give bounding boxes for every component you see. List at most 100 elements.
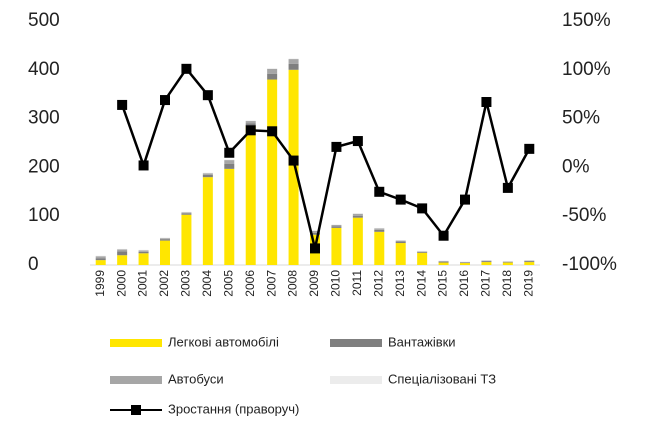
bar bbox=[267, 74, 277, 80]
bar bbox=[224, 160, 234, 164]
x-tick-label: 2006 bbox=[243, 270, 257, 297]
y2-tick-label: -50% bbox=[562, 205, 606, 226]
growth-marker bbox=[246, 125, 256, 135]
bar bbox=[267, 69, 277, 74]
x-tick-label: 2011 bbox=[350, 270, 364, 296]
bar bbox=[396, 243, 406, 265]
bar bbox=[417, 252, 427, 253]
y2-tick-label: 0% bbox=[562, 156, 590, 177]
y-tick-label: 200 bbox=[28, 156, 60, 177]
growth-marker bbox=[310, 243, 320, 253]
x-tick-label: 2014 bbox=[414, 270, 428, 297]
legend-marker bbox=[131, 405, 141, 415]
bar bbox=[353, 214, 363, 216]
bar bbox=[481, 261, 491, 262]
bar bbox=[374, 230, 384, 232]
growth-marker bbox=[417, 203, 427, 213]
x-tick-label: 2000 bbox=[114, 270, 128, 297]
y-tick-label: 0 bbox=[28, 254, 39, 275]
growth-marker bbox=[396, 195, 406, 205]
bar bbox=[139, 252, 149, 253]
growth-marker bbox=[439, 231, 449, 241]
growth-marker bbox=[353, 136, 363, 146]
growth-marker bbox=[267, 126, 277, 136]
growth-marker bbox=[524, 144, 534, 154]
growth-marker bbox=[503, 183, 513, 193]
bar bbox=[203, 177, 213, 265]
bar bbox=[396, 241, 406, 242]
x-tick-label: 2002 bbox=[157, 270, 171, 297]
bar bbox=[503, 263, 513, 265]
bar bbox=[203, 173, 213, 174]
bar bbox=[96, 258, 106, 260]
x-tick-label: 1999 bbox=[93, 270, 107, 297]
bar bbox=[203, 175, 213, 177]
y-tick-label: 500 bbox=[28, 10, 60, 31]
legend-swatch bbox=[330, 376, 382, 384]
bar bbox=[267, 80, 277, 265]
growth-marker bbox=[289, 156, 299, 166]
bar bbox=[181, 215, 191, 265]
y2-tick-label: 150% bbox=[562, 10, 611, 31]
growth-marker bbox=[374, 187, 384, 197]
x-tick-label: 2004 bbox=[200, 270, 214, 297]
bar bbox=[353, 216, 363, 218]
bar bbox=[331, 226, 341, 227]
bar bbox=[331, 225, 341, 226]
x-tick-label: 2010 bbox=[329, 270, 343, 297]
growth-marker bbox=[460, 195, 470, 205]
bar bbox=[481, 262, 491, 265]
x-tick-label: 2019 bbox=[521, 270, 535, 297]
bar bbox=[224, 169, 234, 265]
legend-swatch bbox=[110, 376, 162, 384]
bar bbox=[224, 164, 234, 169]
growth-marker bbox=[331, 142, 341, 152]
y2-tick-label: 50% bbox=[562, 108, 600, 129]
legend-swatch bbox=[330, 339, 382, 347]
bar bbox=[117, 249, 127, 251]
bar bbox=[289, 59, 299, 64]
x-tick-label: 2007 bbox=[264, 270, 278, 297]
bar bbox=[139, 253, 149, 265]
bar bbox=[374, 228, 384, 229]
growth-marker bbox=[139, 160, 149, 170]
bar bbox=[331, 228, 341, 265]
y2-tick-label: 100% bbox=[562, 59, 611, 80]
bar bbox=[117, 255, 127, 265]
x-tick-label: 2017 bbox=[479, 270, 493, 297]
legend-swatch bbox=[110, 339, 162, 347]
legend-label: Легкові автомобілі bbox=[168, 334, 279, 349]
y-tick-label: 300 bbox=[28, 108, 60, 129]
x-tick-label: 2015 bbox=[436, 270, 450, 297]
growth-marker bbox=[160, 95, 170, 105]
bar bbox=[246, 121, 256, 123]
x-tick-label: 2009 bbox=[307, 270, 321, 297]
bar bbox=[524, 261, 534, 262]
growth-marker bbox=[117, 100, 127, 110]
bar bbox=[139, 250, 149, 251]
x-tick-label: 2018 bbox=[500, 270, 514, 297]
x-tick-label: 2013 bbox=[393, 270, 407, 297]
bar bbox=[439, 263, 449, 265]
bar bbox=[439, 262, 449, 263]
bar bbox=[396, 242, 406, 243]
growth-marker bbox=[224, 148, 234, 158]
bar bbox=[181, 213, 191, 214]
bar bbox=[117, 251, 127, 255]
growth-marker bbox=[203, 90, 213, 100]
bar bbox=[417, 253, 427, 265]
legend-label: Зростання (праворуч) bbox=[168, 401, 299, 416]
bar bbox=[289, 70, 299, 265]
x-tick-label: 2016 bbox=[457, 270, 471, 297]
bar bbox=[160, 241, 170, 265]
bar bbox=[96, 256, 106, 258]
bar bbox=[460, 263, 470, 265]
bar bbox=[181, 212, 191, 213]
y2-tick-label: -100% bbox=[562, 254, 617, 275]
bar bbox=[289, 64, 299, 70]
bar bbox=[160, 239, 170, 240]
legend-label: Спеціалізовані ТЗ bbox=[388, 371, 496, 386]
x-tick-label: 2003 bbox=[179, 270, 193, 297]
bar bbox=[524, 262, 534, 265]
growth-marker bbox=[181, 64, 191, 74]
